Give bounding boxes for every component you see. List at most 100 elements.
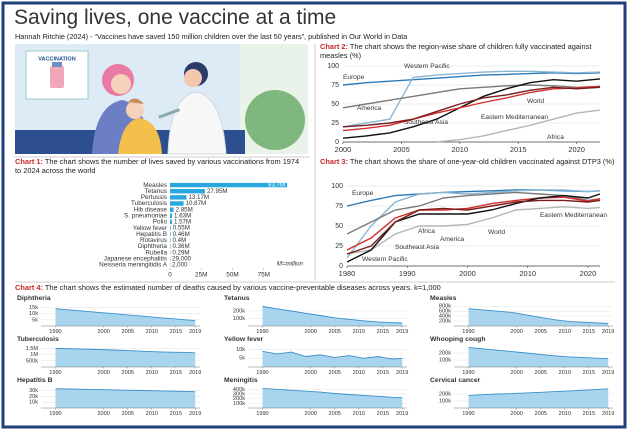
series-label: Western Pacific <box>362 256 408 263</box>
chart-label: Chart 2: <box>320 42 348 51</box>
x-tick-label: 2019 <box>602 411 614 417</box>
x-tick-label: 2015 <box>583 411 595 417</box>
x-tick-label: 2000 <box>97 370 109 376</box>
category-label: Pertussis <box>141 194 167 201</box>
value-label: 2,000 <box>172 262 188 269</box>
illustration: VACCINATION <box>15 44 308 155</box>
series-label: Africa <box>547 134 564 141</box>
y-tick-label: 200k <box>233 396 245 402</box>
x-tick-label: 2010 <box>146 370 158 376</box>
chart1-header: Chart 1: The chart shows the number of l… <box>15 157 305 175</box>
x-tick-label: 2010 <box>559 329 571 335</box>
x-tick-label: 2010 <box>451 145 468 154</box>
chart-label: Chart 4: <box>15 283 43 292</box>
y-tick-label: 75 <box>335 203 343 210</box>
x-tick-label: 1990 <box>49 370 61 376</box>
x-tick-label: 2020 <box>568 145 585 154</box>
x-tick-label: 1990 <box>256 329 268 335</box>
syringe <box>158 108 181 119</box>
y-tick-label: 100k <box>233 316 245 322</box>
small-chart-title: Tetanus <box>224 295 250 302</box>
x-tick-label: 2005 <box>535 370 547 376</box>
series-label: Southeast Asia <box>404 119 448 126</box>
y-tick-label: 800k <box>439 304 451 310</box>
x-tick-label: 2005 <box>393 145 410 154</box>
series-label: America <box>440 236 465 243</box>
y-tick-label: 400k <box>233 387 245 393</box>
category-label: Hepatitis B <box>136 231 167 238</box>
area <box>55 348 196 367</box>
y-tick-label: 200k <box>439 350 451 356</box>
x-tick-label: 1990 <box>399 269 416 278</box>
series-line <box>342 70 601 128</box>
series-label: World <box>527 98 544 105</box>
subtitle: Hannah Ritchie (2024) - “Vaccines have s… <box>15 32 408 41</box>
value-label: 29,000 <box>172 255 191 262</box>
x-tick-label: 2015 <box>510 145 527 154</box>
y-tick-label: 100k <box>439 357 451 363</box>
area-line <box>55 308 196 321</box>
x-tick-label: 2015 <box>583 370 595 376</box>
x-tick-label: 2010 <box>559 370 571 376</box>
area-line <box>468 388 609 396</box>
area-line <box>262 306 403 324</box>
plant <box>245 90 305 150</box>
small-chart-title: Hepatitis B <box>17 377 53 384</box>
y-tick-label: 1M <box>30 352 38 358</box>
title: Saving lives, one vaccine at a time <box>14 6 337 29</box>
y-tick-label: 50 <box>335 223 343 230</box>
x-tick-label: 2000 <box>304 411 316 417</box>
area-line <box>262 387 403 399</box>
series-line <box>342 78 601 139</box>
x-tick-label: 2000 <box>459 269 476 278</box>
value-label: 0.29M <box>172 249 189 256</box>
x-tick-label: 2010 <box>353 370 365 376</box>
x-tick-label: 1990 <box>462 370 474 376</box>
y-tick-label: 10k <box>29 311 38 317</box>
series-label: America <box>357 105 382 112</box>
y-tick-label: 500k <box>26 358 38 364</box>
series-line <box>342 84 601 109</box>
category-label: Hib disease <box>134 206 168 213</box>
bar <box>170 238 171 243</box>
x-tick-label: 2000 <box>510 370 522 376</box>
area-line <box>468 346 609 360</box>
bar <box>170 225 171 231</box>
category-label: Tetanus <box>145 188 167 195</box>
series-label: Africa <box>418 228 435 235</box>
x-tick-label: 2000 <box>304 370 316 376</box>
area <box>262 351 403 367</box>
x-tick-label: 2015 <box>583 329 595 335</box>
y-tick-label: 1.5M <box>26 346 39 352</box>
x-tick-label: 2015 <box>377 411 389 417</box>
category-label: Tuberculosis <box>131 200 167 207</box>
area-line <box>262 350 403 360</box>
x-tick-label: 2019 <box>396 370 408 376</box>
x-tick-label: 2010 <box>559 411 571 417</box>
chart-title: The chart shows the estimated number of … <box>44 283 441 292</box>
x-tick-label: 2005 <box>329 370 341 376</box>
x-tick-label: 1990 <box>49 329 61 335</box>
x-tick-label: 2000 <box>304 329 316 335</box>
series-line <box>342 85 601 132</box>
note: M=million <box>277 261 304 268</box>
chart-title: The chart shows the region-wise share of… <box>320 42 592 60</box>
x-tick-label: 2010 <box>519 269 536 278</box>
x-tick-label: 75M <box>258 272 270 279</box>
value-label: 1.63M <box>174 212 191 219</box>
value-label: 0.36M <box>172 243 189 250</box>
area-line <box>55 388 196 393</box>
bar <box>170 189 205 194</box>
x-tick-label: 2000 <box>97 411 109 417</box>
chart4-header: Chart 4: The chart shows the estimated n… <box>15 283 620 293</box>
series-label: Eastern Mediterranean <box>481 114 548 121</box>
child-hair <box>128 98 144 104</box>
x-tick-label: 2019 <box>189 329 201 335</box>
value-label: 10.87M <box>186 200 207 207</box>
area-line <box>468 308 609 324</box>
x-tick-label: 2019 <box>189 411 201 417</box>
area <box>262 388 403 408</box>
chart2-header: Chart 2: The chart shows the region-wise… <box>320 42 620 60</box>
value-label: 0.4M <box>173 237 187 244</box>
x-tick-label: 2005 <box>122 411 134 417</box>
